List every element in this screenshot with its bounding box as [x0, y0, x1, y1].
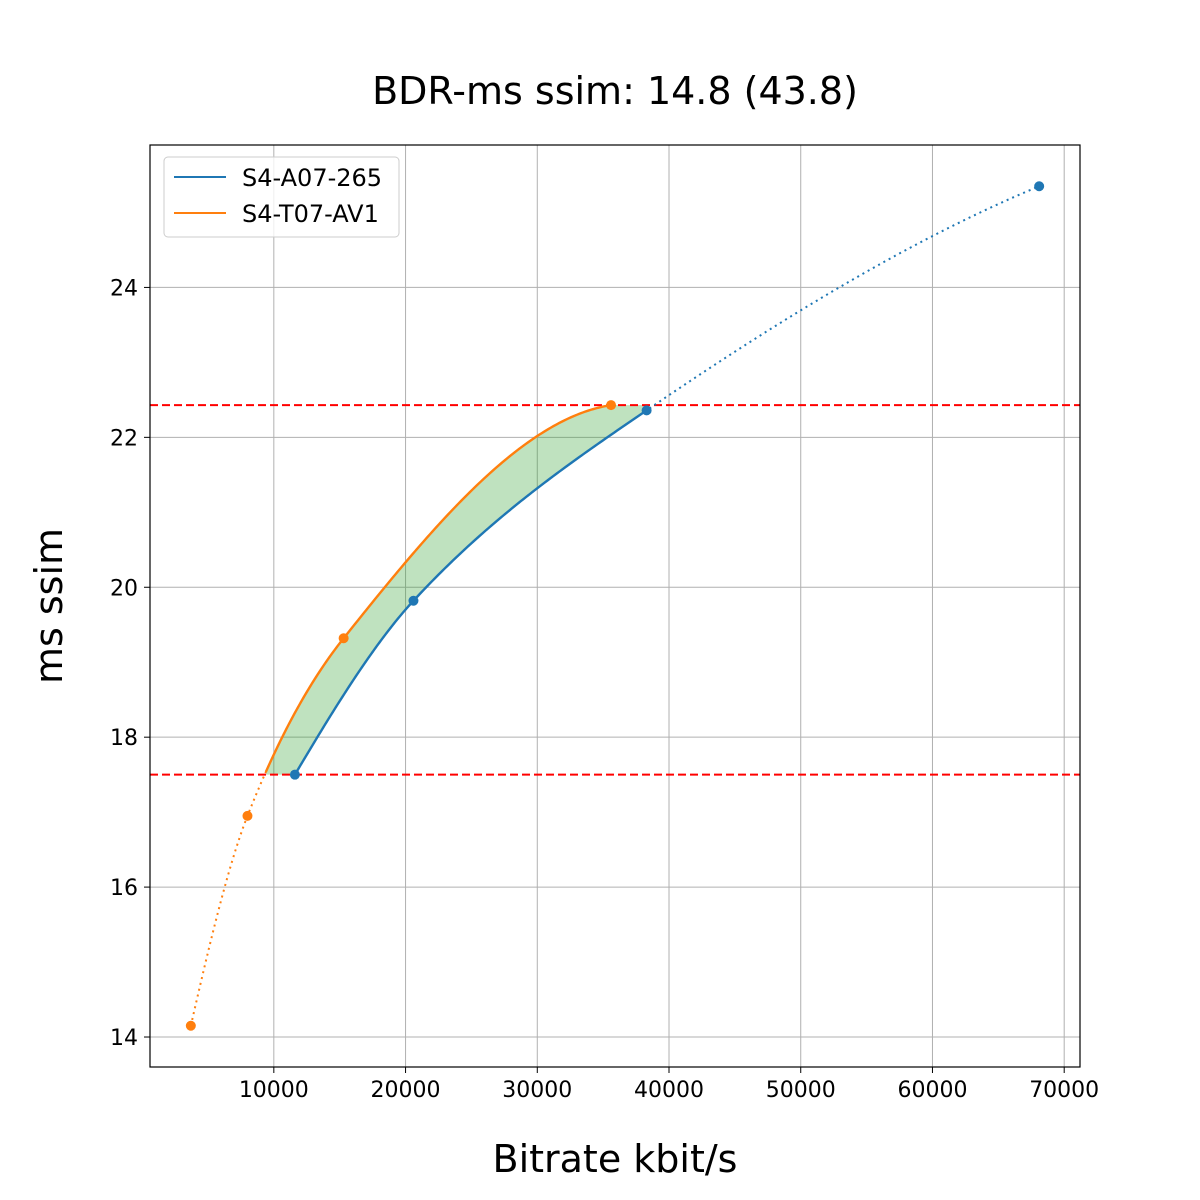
series-0-line: [293, 409, 648, 776]
series-0-point: [408, 595, 419, 606]
reference-lines: [150, 404, 1080, 776]
series-0-dotted-line: [294, 185, 1040, 776]
series-0-point: [641, 405, 652, 416]
x-tick-label: 70000: [1029, 1078, 1099, 1103]
series-layer: [185, 181, 1045, 1031]
y-tick-label: 22: [110, 426, 138, 451]
fill-region: [265, 405, 647, 775]
series-1-point: [242, 810, 253, 821]
grid: [150, 145, 1080, 1067]
x-tick-label: 40000: [634, 1078, 704, 1103]
series-1-line: [264, 403, 612, 773]
x-axis-label: Bitrate kbit/s: [493, 1137, 738, 1181]
y-tick-label: 24: [110, 276, 138, 301]
series-0-point: [1034, 181, 1045, 192]
x-tick-label: 60000: [897, 1078, 967, 1103]
x-tick-label: 10000: [239, 1078, 309, 1103]
ticks: 10000 20000 30000 40000 50000 60000 70000 14 16 1…: [110, 276, 1099, 1103]
series-0-point: [289, 769, 300, 780]
y-tick-label: 18: [110, 726, 138, 751]
x-tick-label: 20000: [371, 1078, 441, 1103]
bdr-fill-area: [265, 405, 647, 775]
series-1-point: [338, 633, 349, 644]
plot-frame: [149, 144, 1081, 1068]
x-tick-label: 30000: [502, 1078, 572, 1103]
series-1-point: [606, 400, 617, 411]
y-tick-label: 14: [110, 1026, 138, 1051]
y-axis-label: ms ssim: [27, 528, 71, 684]
y-tick-label: 20: [110, 576, 138, 601]
legend-label-1: S4-T07-AV1: [242, 200, 379, 228]
series-1-point: [185, 1020, 196, 1031]
legend-label-0: S4-A07-265: [242, 164, 382, 192]
chart-title: BDR-ms ssim: 14.8 (43.8): [372, 69, 858, 113]
x-tick-label: 50000: [766, 1078, 836, 1103]
y-tick-label: 16: [110, 876, 138, 901]
legend: S4-A07-265 S4-T07-AV1: [163, 156, 400, 238]
